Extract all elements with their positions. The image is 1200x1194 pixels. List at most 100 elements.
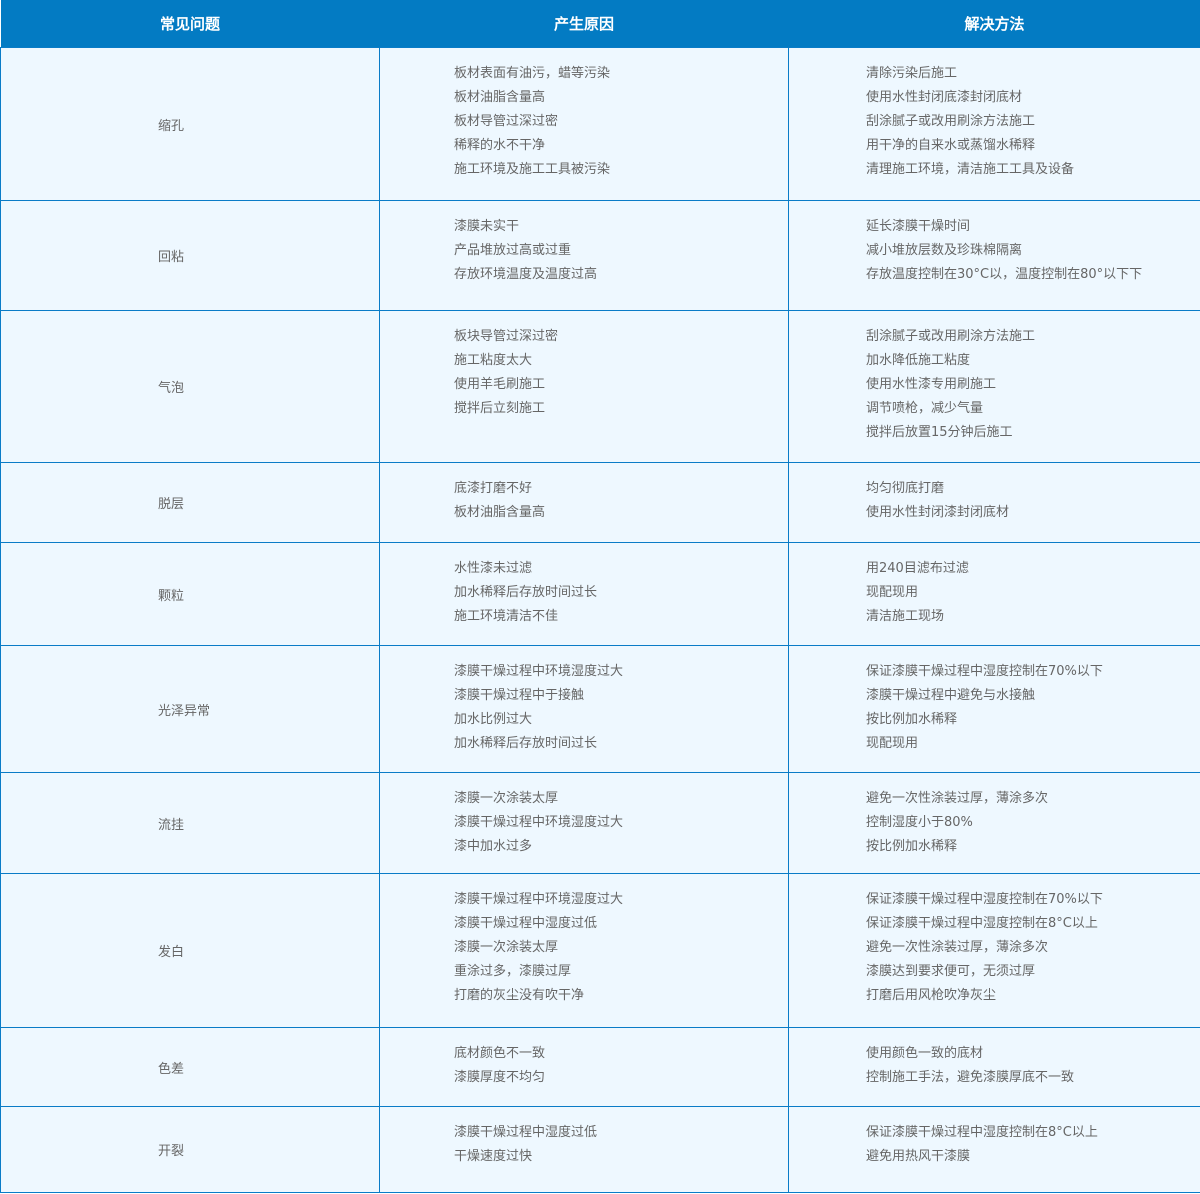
solution-cell: 保证漆膜干燥过程中湿度控制在70%以下 漆膜干燥过程中避免与水接触 按比例加水稀释现… bbox=[788, 645, 1200, 773]
solution-item: 均匀彻底打磨 bbox=[866, 481, 945, 496]
cause-item: 板材导管过深过密 bbox=[454, 114, 559, 129]
cause-cell: 漆膜未实干产品堆放过高或过重存放环境温度及温度过高 bbox=[379, 200, 789, 311]
cause-cell: 底材颜色不一致 漆膜厚度不均匀 bbox=[379, 1027, 789, 1107]
table-row: 缩孔 板材表面有油污，蜡等污染 板材油脂含量高 板材导管过深过密 稀释的水不干净 施工环境… bbox=[0, 47, 1200, 201]
cause-item: 底漆打磨不好 bbox=[454, 481, 533, 496]
cause-item: 底材颜色不一致 bbox=[454, 1046, 546, 1061]
solution-item: 保证漆膜干燥过程中湿度控制在8°C以上 bbox=[866, 916, 1098, 931]
solution-item: 控制施工手法，避免漆膜厚底不一致 bbox=[866, 1070, 1075, 1085]
cause-item: 打磨的灰尘没有吹干净 bbox=[454, 988, 585, 1003]
header-cause: 产生原因 bbox=[379, 0, 789, 48]
cause-item: 产品堆放过高或过重 bbox=[454, 243, 572, 258]
cause-item: 水性漆未过滤 bbox=[454, 561, 533, 576]
cause-cell: 板材表面有油污，蜡等污染 板材油脂含量高 板材导管过深过密 稀释的水不干净施工环境及施… bbox=[379, 47, 789, 201]
solution-item: 避免用热风干漆膜 bbox=[866, 1149, 971, 1164]
table-header: 常见问题 产生原因 解决方法 bbox=[0, 0, 1200, 48]
solution-item: 延长漆膜干燥时间 bbox=[866, 219, 971, 234]
solution-item: 控制湿度小于80% bbox=[866, 815, 973, 830]
cause-item: 施工粘度太大 bbox=[454, 353, 533, 368]
cause-item: 稀释的水不干净 bbox=[454, 138, 546, 153]
table-row: 光泽异常 漆膜干燥过程中环境湿度过大 漆膜干燥过程中于接触 加水比例过大 加水稀释后存放… bbox=[0, 645, 1200, 773]
cause-item: 加水稀释后存放时间过长 bbox=[454, 585, 598, 600]
solution-cell: 延长漆膜干燥时间减小堆放层数及珍珠棉隔离存放温度控制在30°C以，温度控制在80… bbox=[788, 200, 1200, 311]
solution-cell: 保证漆膜干燥过程中湿度控制在8°C以上 避免用热风干漆膜 bbox=[788, 1106, 1200, 1193]
solution-item: 使用水性封闭底漆封闭底材 bbox=[866, 90, 1023, 105]
solution-cell: 保证漆膜干燥过程中湿度控制在70%以下 保证漆膜干燥过程中湿度控制在8°C以上 避免… bbox=[788, 873, 1200, 1028]
cause-item: 漆膜一次涂装太厚 bbox=[454, 940, 559, 955]
solution-item: 调节喷枪，减少气量 bbox=[866, 401, 984, 416]
cause-item: 搅拌后立刻施工 bbox=[454, 401, 546, 416]
cause-item: 漆中加水过多 bbox=[454, 839, 533, 854]
solution-cell: 刮涂腻子或改用刷涂方法施工 加水降低施工粘度使用水性漆专用刷施工 调节喷枪，减少气量… bbox=[788, 310, 1200, 463]
cause-item: 漆膜干燥过程中环境湿度过大 bbox=[454, 664, 624, 679]
solution-item: 保证漆膜干燥过程中湿度控制在8°C以上 bbox=[866, 1125, 1098, 1140]
solution-item: 使用颜色一致的底材 bbox=[866, 1046, 984, 1061]
issue-cell: 回粘 bbox=[0, 200, 380, 311]
cause-item: 漆膜干燥过程中环境湿度过大 bbox=[454, 815, 624, 830]
table-row: 气泡 板块导管过深过密 施工粘度太大 使用羊毛刷施工 搅拌后立刻施工 刮涂腻子或改用刷涂方… bbox=[0, 310, 1200, 463]
cause-item: 板材油脂含量高 bbox=[454, 90, 546, 105]
solution-item: 按比例加水稀释 bbox=[866, 839, 958, 854]
solution-item: 保证漆膜干燥过程中湿度控制在70%以下 bbox=[866, 892, 1103, 907]
solution-item: 减小堆放层数及珍珠棉隔离 bbox=[866, 243, 1023, 258]
cause-item: 加水比例过大 bbox=[454, 712, 533, 727]
cause-item: 施工环境及施工工具被污染 bbox=[454, 162, 611, 177]
table-row: 色差 底材颜色不一致 漆膜厚度不均匀 使用颜色一致的底材 控制施工手法，避免漆膜厚底不一… bbox=[0, 1027, 1200, 1107]
solution-item: 刮涂腻子或改用刷涂方法施工 bbox=[866, 329, 1036, 344]
cause-item: 加水稀释后存放时间过长 bbox=[454, 736, 598, 751]
solution-item: 使用水性漆专用刷施工 bbox=[866, 377, 997, 392]
table-row: 流挂 漆膜一次涂装太厚 漆膜干燥过程中环境湿度过大 漆中加水过多 避免一次性涂装过厚，薄… bbox=[0, 772, 1200, 874]
issue-cell: 光泽异常 bbox=[0, 645, 380, 773]
issue-cell: 颗粒 bbox=[0, 542, 380, 646]
cause-cell: 漆膜干燥过程中环境湿度过大 漆膜干燥过程中湿度过低 漆膜一次涂装太厚 重涂过多，漆膜过… bbox=[379, 873, 789, 1028]
solution-item: 按比例加水稀释 bbox=[866, 712, 958, 727]
cause-item: 干燥速度过快 bbox=[454, 1149, 533, 1164]
cause-item: 板块导管过深过密 bbox=[454, 329, 559, 344]
solution-item: 用干净的自来水或蒸馏水稀释 bbox=[866, 138, 1036, 153]
cause-item: 板材表面有油污，蜡等污染 bbox=[454, 66, 611, 81]
solution-item: 打磨后用风枪吹净灰尘 bbox=[866, 988, 997, 1003]
header-solution: 解决方法 bbox=[788, 0, 1200, 48]
cause-item: 施工环境清洁不佳 bbox=[454, 609, 559, 624]
solution-item: 清洁施工现场 bbox=[866, 609, 945, 624]
solution-item: 避免一次性涂装过厚，薄涂多次 bbox=[866, 791, 1049, 806]
cause-item: 漆膜干燥过程中环境湿度过大 bbox=[454, 892, 624, 907]
header-issue: 常见问题 bbox=[0, 0, 380, 48]
solution-item: 漆膜达到要求便可，无须过厚 bbox=[866, 964, 1036, 979]
table-row: 开裂 漆膜干燥过程中湿度过低 干燥速度过快 保证漆膜干燥过程中湿度控制在8°C以上 避免… bbox=[0, 1106, 1200, 1193]
solution-item: 搅拌后放置15分钟后施工 bbox=[866, 425, 1013, 440]
cause-item: 使用羊毛刷施工 bbox=[454, 377, 546, 392]
issue-cell: 色差 bbox=[0, 1027, 380, 1107]
solution-cell: 避免一次性涂装过厚，薄涂多次 控制湿度小于80% 按比例加水稀释 bbox=[788, 772, 1200, 874]
cause-item: 板材油脂含量高 bbox=[454, 505, 546, 520]
solution-item: 现配现用 bbox=[866, 585, 919, 600]
table-row: 回粘 漆膜未实干 产品堆放过高或过重 存放环境温度及温度过高 延长漆膜干燥时间 减小堆放层… bbox=[0, 200, 1200, 311]
cause-item: 漆膜干燥过程中湿度过低 bbox=[454, 1125, 598, 1140]
issue-cell: 气泡 bbox=[0, 310, 380, 463]
cause-cell: 漆膜一次涂装太厚漆膜干燥过程中环境湿度过大 漆中加水过多 bbox=[379, 772, 789, 874]
cause-cell: 水性漆未过滤加水稀释后存放时间过长 施工环境清洁不佳 bbox=[379, 542, 789, 646]
solution-cell: 使用颜色一致的底材控制施工手法，避免漆膜厚底不一致 bbox=[788, 1027, 1200, 1107]
solution-item: 清理施工环境，清洁施工工具及设备 bbox=[866, 162, 1075, 177]
issue-cell: 缩孔 bbox=[0, 47, 380, 201]
solution-item: 使用水性封闭漆封闭底材 bbox=[866, 505, 1010, 520]
cause-cell: 漆膜干燥过程中湿度过低 干燥速度过快 bbox=[379, 1106, 789, 1193]
solution-item: 加水降低施工粘度 bbox=[866, 353, 971, 368]
solution-item: 存放温度控制在30°C以，温度控制在80°以下下 bbox=[866, 267, 1143, 282]
solution-item: 清除污染后施工 bbox=[866, 66, 958, 81]
issue-cell: 发白 bbox=[0, 873, 380, 1028]
cause-cell: 底漆打磨不好 板材油脂含量高 bbox=[379, 462, 789, 543]
cause-item: 重涂过多，漆膜过厚 bbox=[454, 964, 572, 979]
cause-item: 漆膜未实干 bbox=[454, 219, 520, 234]
solution-item: 保证漆膜干燥过程中湿度控制在70%以下 bbox=[866, 664, 1103, 679]
solution-item: 避免一次性涂装过厚，薄涂多次 bbox=[866, 940, 1049, 955]
cause-cell: 漆膜干燥过程中环境湿度过大 漆膜干燥过程中于接触 加水比例过大 加水稀释后存放时间过长 bbox=[379, 645, 789, 773]
cause-item: 存放环境温度及温度过高 bbox=[454, 267, 598, 282]
table-row: 发白 漆膜干燥过程中环境湿度过大 漆膜干燥过程中湿度过低 漆膜一次涂装太厚 重涂过多，漆… bbox=[0, 873, 1200, 1028]
table-row: 颗粒 水性漆未过滤 加水稀释后存放时间过长 施工环境清洁不佳 用240目滤布过滤 现配现用… bbox=[0, 542, 1200, 646]
issue-cell: 开裂 bbox=[0, 1106, 380, 1193]
cause-item: 漆膜一次涂装太厚 bbox=[454, 791, 559, 806]
solution-cell: 清除污染后施工 使用水性封闭底漆封闭底材 刮涂腻子或改用刷涂方法施工 用干净的自来水或… bbox=[788, 47, 1200, 201]
cause-item: 漆膜厚度不均匀 bbox=[454, 1070, 546, 1085]
